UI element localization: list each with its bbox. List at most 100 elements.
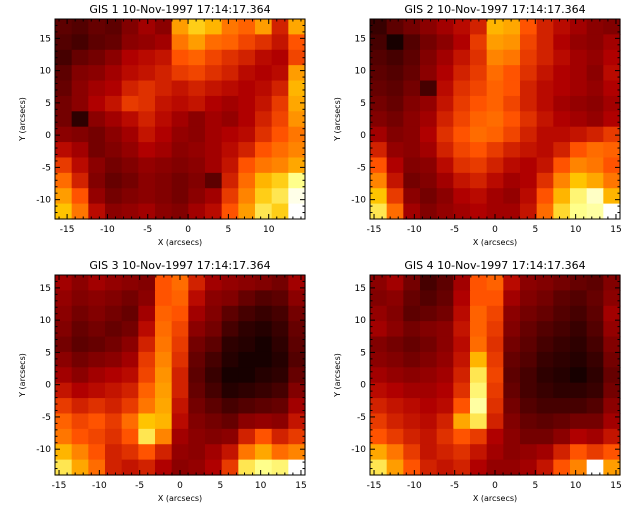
heatmap-cell (420, 336, 438, 353)
x-tick-label: -10 (100, 225, 115, 235)
heatmap-cell (553, 111, 571, 128)
heatmap-cell (453, 111, 471, 128)
x-tick-label: -5 (135, 481, 144, 491)
heatmap-cell (436, 336, 454, 353)
heatmap-cell (271, 126, 289, 143)
x-tick-label: -5 (450, 481, 459, 491)
heatmap-cell (420, 34, 438, 51)
heatmap-cell (420, 321, 438, 338)
heatmap-cell (105, 157, 123, 174)
heatmap-cell (570, 367, 588, 384)
x-tick-label: 0 (492, 225, 498, 235)
heatmap-cell (520, 336, 538, 353)
heatmap-cell (88, 34, 106, 51)
heatmap-cell (520, 351, 538, 368)
heatmap-cell (403, 398, 421, 415)
heatmap-cell (71, 290, 89, 307)
heatmap-cell (188, 203, 206, 220)
heatmap-cell (436, 275, 454, 291)
x-tick-label: 10 (255, 481, 267, 491)
x-tick-label: 10 (570, 225, 582, 235)
heatmap-cell (238, 305, 256, 322)
heatmap-cell (188, 428, 206, 445)
heatmap-cell (370, 367, 388, 384)
panel-3: GIS 3 10-Nov-1997 17:14:17.364 -15 -10 -5 0 5… (18, 259, 307, 503)
heatmap-cell (386, 126, 404, 143)
heatmap-cell (420, 459, 438, 476)
heatmap-cell (486, 34, 504, 51)
heatmap-cell (486, 142, 504, 159)
heatmap-cell (553, 275, 571, 291)
heatmap-cell (88, 290, 106, 307)
heatmap-cell (403, 321, 421, 338)
x-tick-label: 10 (263, 225, 275, 235)
heatmap-cell (453, 444, 471, 461)
heatmap-cell (486, 413, 504, 430)
heatmap-cell (603, 305, 621, 322)
heatmap-cell (55, 305, 73, 322)
heatmap-cell (503, 80, 521, 97)
heatmap-cell (88, 305, 106, 322)
x-tick-label: -10 (407, 481, 422, 491)
heatmap-cell (238, 203, 256, 220)
heatmap (370, 275, 621, 476)
heatmap-cell (436, 398, 454, 415)
heatmap-cell (155, 321, 173, 338)
heatmap-cell (288, 34, 306, 51)
heatmap-cell (188, 444, 206, 461)
heatmap-cell (570, 275, 588, 291)
heatmap-cell (370, 336, 388, 353)
y-axis-label: Y (arcsecs) (18, 353, 27, 398)
heatmap-cell (486, 172, 504, 189)
heatmap-cell (271, 95, 289, 112)
heatmap-cell (370, 142, 388, 159)
heatmap-cell (570, 413, 588, 430)
heatmap-cell (188, 398, 206, 415)
heatmap-cell (603, 351, 621, 368)
heatmap (55, 275, 306, 476)
heatmap-cell (570, 444, 588, 461)
heatmap-cell (536, 459, 554, 476)
heatmap-cell (503, 290, 521, 307)
y-tick-label: 15 (355, 284, 366, 294)
heatmap-cell (155, 80, 173, 97)
heatmap-cell (55, 34, 73, 51)
heatmap-cell (536, 398, 554, 415)
heatmap-cell (155, 290, 173, 307)
heatmap-cell (105, 290, 123, 307)
heatmap-cell (520, 95, 538, 112)
heatmap-cell (486, 382, 504, 399)
heatmap-cell (570, 305, 588, 322)
heatmap-cell (238, 19, 256, 35)
heatmap-cell (386, 336, 404, 353)
heatmap-cell (255, 321, 273, 338)
heatmap-cell (188, 34, 206, 51)
heatmap-cell (603, 34, 621, 51)
heatmap-cell (88, 95, 106, 112)
heatmap-cell (403, 188, 421, 205)
heatmap-cell (188, 157, 206, 174)
y-tick-label: -10 (351, 196, 366, 206)
heatmap-cell (188, 95, 206, 112)
heatmap-cell (570, 126, 588, 143)
heatmap-cell (155, 19, 173, 35)
y-tick-label: 10 (40, 316, 52, 326)
heatmap-cell (138, 203, 156, 220)
heatmap-cell (536, 290, 554, 307)
heatmap-cell (255, 19, 273, 35)
heatmap-cell (188, 275, 206, 291)
heatmap-cell (221, 398, 239, 415)
heatmap-cell (470, 111, 488, 128)
heatmap-cell (403, 157, 421, 174)
heatmap-cell (205, 290, 223, 307)
heatmap-cell (536, 80, 554, 97)
heatmap (55, 19, 306, 220)
heatmap-cell (553, 382, 571, 399)
heatmap-cell (520, 275, 538, 291)
y-tick-label: 5 (360, 99, 366, 109)
heatmap-cell (88, 459, 106, 476)
heatmap-cell (486, 95, 504, 112)
heatmap-cell (420, 290, 438, 307)
heatmap-cell (453, 321, 471, 338)
heatmap-cell (420, 428, 438, 445)
